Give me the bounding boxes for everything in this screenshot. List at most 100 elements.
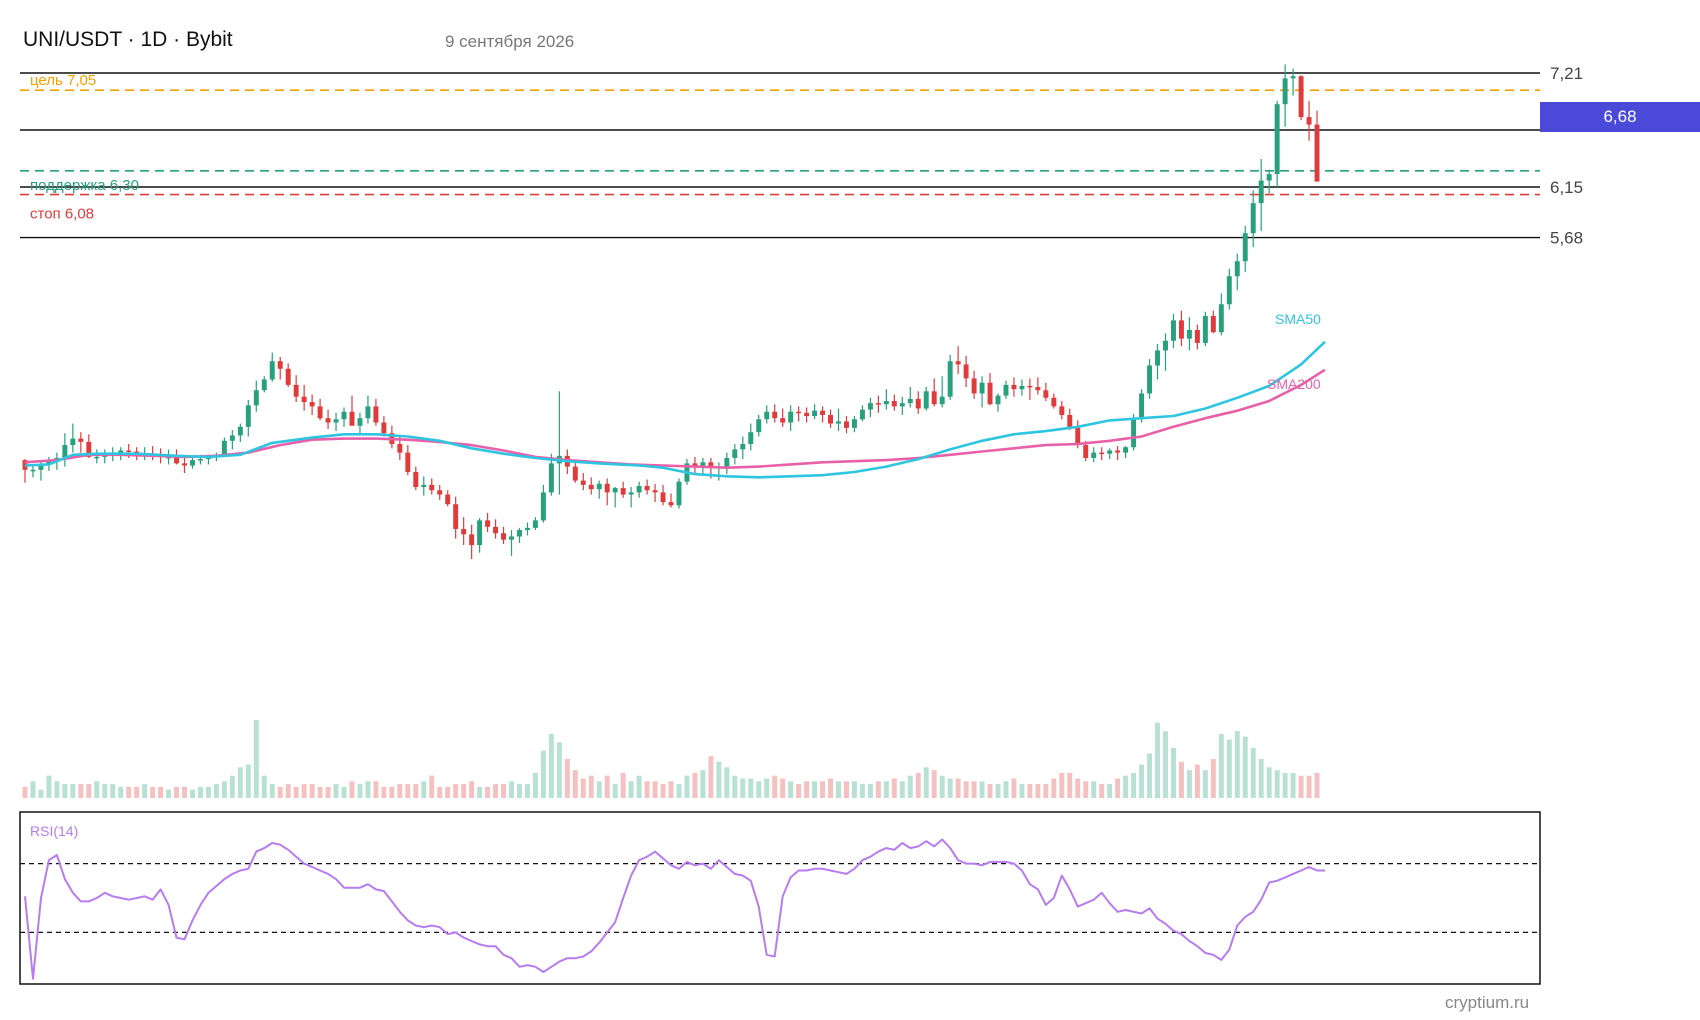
volume-bar [1234, 731, 1240, 798]
candle-body [796, 411, 802, 414]
volume-bar [532, 772, 538, 798]
candle-body [1067, 414, 1073, 428]
volume-bar [1282, 772, 1288, 798]
volume-bar [636, 775, 642, 798]
candle-body [1290, 76, 1296, 79]
candle-body [1178, 320, 1184, 339]
candle-body [86, 441, 92, 457]
volume-bar [333, 784, 339, 798]
candle-body [772, 411, 778, 419]
candle-body [987, 382, 993, 405]
volume-bar [1107, 784, 1113, 798]
volume-bar [1147, 753, 1153, 798]
candle-body [540, 492, 546, 521]
candle-body [955, 361, 961, 365]
candle-body [572, 466, 578, 481]
volume-bar [923, 767, 929, 798]
price-candles [22, 64, 1320, 560]
volume-bar [1091, 781, 1097, 798]
candle-body [1083, 445, 1089, 458]
candle-body [118, 450, 124, 454]
candle-body [1115, 450, 1121, 453]
candle-body [373, 406, 379, 423]
candle-body [963, 364, 969, 379]
candle-body [676, 481, 682, 506]
volume-bar [987, 784, 993, 798]
volume-bar [126, 786, 132, 798]
candle-body [261, 379, 267, 391]
volume-bar [62, 784, 68, 798]
candle-body [620, 488, 626, 495]
volume-bar [174, 786, 180, 798]
candle-body [381, 422, 387, 434]
candle-body [899, 403, 905, 407]
volume-bar [285, 784, 291, 798]
candle-body [660, 492, 666, 503]
volume-bar [1043, 784, 1049, 798]
candle-body [891, 400, 897, 407]
volume-bar [389, 786, 395, 798]
volume-bar [1075, 778, 1081, 798]
candle-body [1139, 393, 1145, 419]
candle-body [644, 485, 650, 491]
volume-bar [397, 784, 403, 798]
trade-level-annotations: цель 7,05 поддержка 6,30 стоп 6,08 [20, 72, 1540, 223]
candle-body [740, 444, 746, 450]
candle-body [748, 432, 754, 445]
candle-body [1258, 180, 1264, 204]
candle-body [836, 421, 841, 424]
volume-bar [524, 784, 530, 798]
volume-bar [30, 781, 36, 798]
candle-body [1242, 233, 1248, 262]
candle-body [517, 530, 522, 537]
candle-body [788, 411, 794, 423]
candle-body [301, 396, 307, 403]
volume-bar [1083, 781, 1089, 798]
volume-bar [1027, 784, 1033, 798]
volume-bar [740, 778, 746, 798]
candle-body [628, 492, 634, 495]
candle-body [78, 438, 84, 442]
candle-body [1234, 261, 1240, 277]
volume-bar [1155, 722, 1160, 798]
volume-bar [453, 784, 459, 798]
volume-bar [1170, 747, 1176, 798]
volume-bar [261, 775, 267, 798]
candle-body [1306, 117, 1312, 125]
volume-bar [604, 775, 610, 798]
volume-bar [22, 786, 28, 798]
candle-body [923, 391, 929, 409]
candle-body [46, 460, 52, 465]
candle-body [182, 463, 187, 466]
candle-body [245, 405, 251, 427]
rsi-panel: RSI(14) [19, 811, 1541, 985]
volume-bar [596, 781, 602, 798]
chart-title: UNI/USDT · 1D · Bybit [23, 28, 233, 51]
candle-body [652, 490, 658, 493]
candle-body [844, 421, 849, 428]
volume-bar [1210, 759, 1216, 798]
volume-bar [804, 781, 810, 798]
candle-body [341, 411, 347, 420]
candle-body [197, 459, 203, 461]
candle-body [604, 483, 610, 493]
candle-body [166, 456, 172, 459]
volume-bars [22, 720, 1320, 798]
candle-body [237, 426, 243, 436]
volume-bar [1202, 770, 1208, 798]
volume-bar [748, 778, 754, 798]
volume-bar [413, 784, 419, 798]
candle-body [405, 452, 411, 472]
candle-body [1099, 452, 1105, 455]
candle-body [485, 520, 491, 527]
horizontal-levels: 7,21 6,15 5,68 [20, 64, 1583, 248]
candle-body [820, 410, 826, 415]
watermark: cryptium.ru [1445, 993, 1530, 1012]
volume-bar [580, 778, 586, 798]
candle-body [221, 440, 227, 455]
candle-body [1059, 406, 1065, 415]
candle-body [1282, 78, 1288, 105]
volume-bar [1115, 778, 1121, 798]
volume-bar [182, 786, 187, 798]
candle-body [804, 412, 810, 417]
